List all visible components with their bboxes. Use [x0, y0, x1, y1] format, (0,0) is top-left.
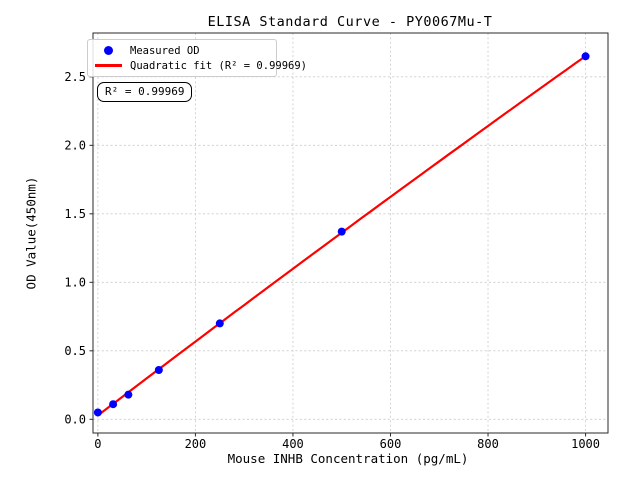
- quadratic-fit-line: [97, 55, 587, 417]
- legend-item-measured-od: Measured OD: [93, 43, 270, 58]
- r-squared-annotation: R² = 0.99969: [97, 82, 193, 102]
- data-point: [337, 227, 346, 236]
- y-tick-label: 0.5: [64, 344, 86, 358]
- x-tick-label: 400: [282, 437, 304, 451]
- data-point: [93, 408, 102, 417]
- legend-label-measured-od: Measured OD: [130, 44, 200, 57]
- fit-line-icon: [94, 64, 122, 67]
- y-tick-label: 1.0: [64, 275, 86, 289]
- chart-title: ELISA Standard Curve - PY0067Mu-T: [207, 14, 493, 30]
- data-point: [581, 52, 590, 61]
- legend: Measured OD Quadratic fit (R² = 0.99969): [87, 39, 307, 77]
- measured-od-dot-icon: [103, 46, 113, 55]
- y-axis-label: OD Value(450nm): [23, 176, 39, 290]
- y-tick-label: 2.0: [64, 138, 86, 152]
- legend-label-quadratic-fit: Quadratic fit (R² = 0.99969): [130, 59, 308, 72]
- x-axis-label: Mouse INHB Concentration (pg/mL): [227, 451, 469, 466]
- x-tick-label: 800: [477, 437, 499, 451]
- y-tick-label: 0.0: [64, 412, 86, 426]
- data-point: [109, 400, 118, 409]
- legend-item-quadratic-fit: Quadratic fit (R² = 0.99969): [93, 58, 307, 73]
- x-tick-label: 600: [380, 437, 402, 451]
- data-point: [154, 365, 163, 374]
- data-point: [124, 390, 133, 399]
- y-tick-label: 1.5: [64, 207, 86, 221]
- data-point: [215, 319, 224, 328]
- x-tick-label: 1000: [571, 437, 600, 451]
- y-tick-label: 2.5: [64, 70, 86, 84]
- axes-spines: [92, 32, 609, 434]
- x-tick-label: 200: [185, 437, 207, 451]
- legend-marker-cell: [93, 46, 123, 55]
- legend-marker-cell: [93, 64, 123, 67]
- x-tick-label: 0: [94, 437, 101, 451]
